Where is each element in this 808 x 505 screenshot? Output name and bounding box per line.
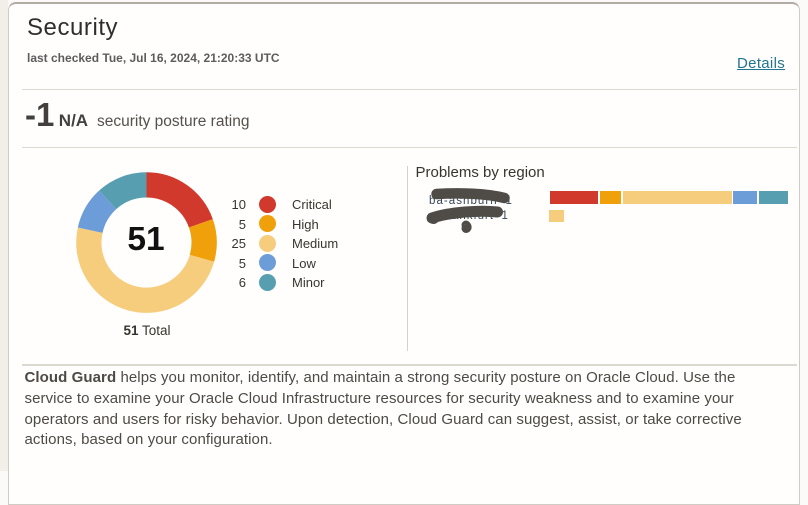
svg-text:51: 51 (127, 221, 164, 258)
